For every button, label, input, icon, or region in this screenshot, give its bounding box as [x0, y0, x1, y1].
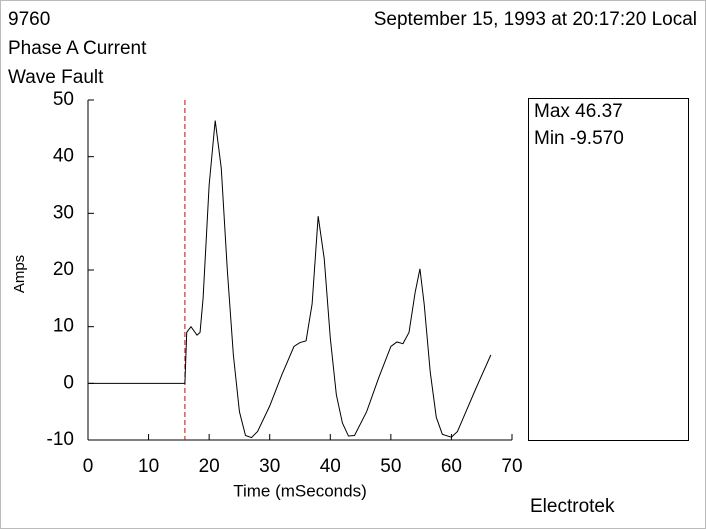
y-tick-label: 10 — [53, 316, 74, 337]
y-axis-label: Amps — [11, 255, 28, 293]
y-tick-label: -10 — [47, 429, 74, 450]
series-line — [88, 120, 492, 439]
footer: Electrotek — [530, 496, 615, 517]
y-tick-label: 0 — [63, 372, 74, 393]
x-tick-label: 30 — [259, 456, 280, 477]
x-tick-label: 40 — [320, 456, 341, 477]
stat-max: Max 46.37 — [534, 101, 623, 122]
chart-subtitle: Wave Fault — [8, 67, 104, 88]
y-tick-label: 30 — [53, 202, 74, 223]
x-tick-label: 0 — [83, 456, 94, 477]
stats-box — [528, 98, 689, 441]
y-tick-label: 50 — [53, 89, 74, 110]
timestamp: September 15, 1993 at 20:17:20 Local — [374, 9, 697, 30]
chart-title: Phase A Current — [8, 38, 147, 59]
stat-min: Min -9.570 — [534, 128, 624, 149]
x-tick-label: 50 — [380, 456, 401, 477]
y-tick-label: 40 — [53, 146, 74, 167]
x-tick-label: 10 — [138, 456, 159, 477]
x-tick-label: 20 — [199, 456, 220, 477]
x-axis-label: Time (mSeconds) — [233, 481, 367, 500]
x-tick-label: 70 — [501, 456, 522, 477]
record-id: 9760 — [8, 9, 50, 30]
x-tick-label: 60 — [441, 456, 462, 477]
y-tick-label: 20 — [53, 259, 74, 280]
